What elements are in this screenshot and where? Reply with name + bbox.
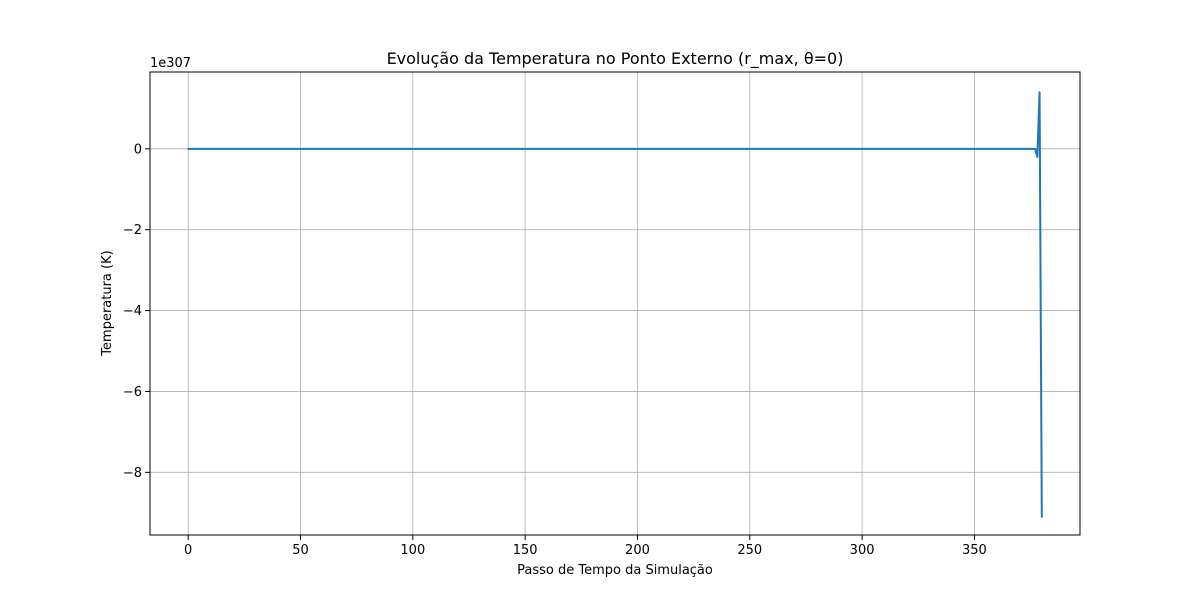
y-axis-label: Temperatura (K)	[100, 250, 115, 356]
x-tick-label: 250	[737, 543, 762, 558]
x-axis-label: Passo de Tempo da Simulação	[517, 563, 713, 578]
x-tick-label: 50	[292, 543, 309, 558]
x-tick-label: 350	[962, 543, 987, 558]
x-tick-label: 100	[400, 543, 425, 558]
series-layer	[187, 91, 1043, 518]
chart-title: Evolução da Temperatura no Ponto Externo…	[387, 49, 844, 69]
x-tick-label: 200	[625, 543, 650, 558]
y-axis-ticks: 0 −2 −4 −6 −8	[123, 142, 150, 481]
x-tick-label: 300	[850, 543, 875, 558]
y-tick-label: −6	[123, 385, 142, 400]
x-tick-label: 0	[184, 543, 192, 558]
x-axis-ticks: 0 50 100 150 200 250 300 350	[184, 535, 987, 558]
plot-area-frame	[149, 71, 1081, 536]
y-tick-label: 0	[134, 142, 142, 157]
series-line	[187, 91, 1043, 518]
y-tick-label: −8	[123, 466, 142, 481]
y-tick-label: −2	[123, 223, 142, 238]
x-tick-label: 150	[513, 543, 538, 558]
y-axis-offset-label: 1e307	[150, 56, 191, 71]
y-tick-label: −4	[123, 304, 142, 319]
